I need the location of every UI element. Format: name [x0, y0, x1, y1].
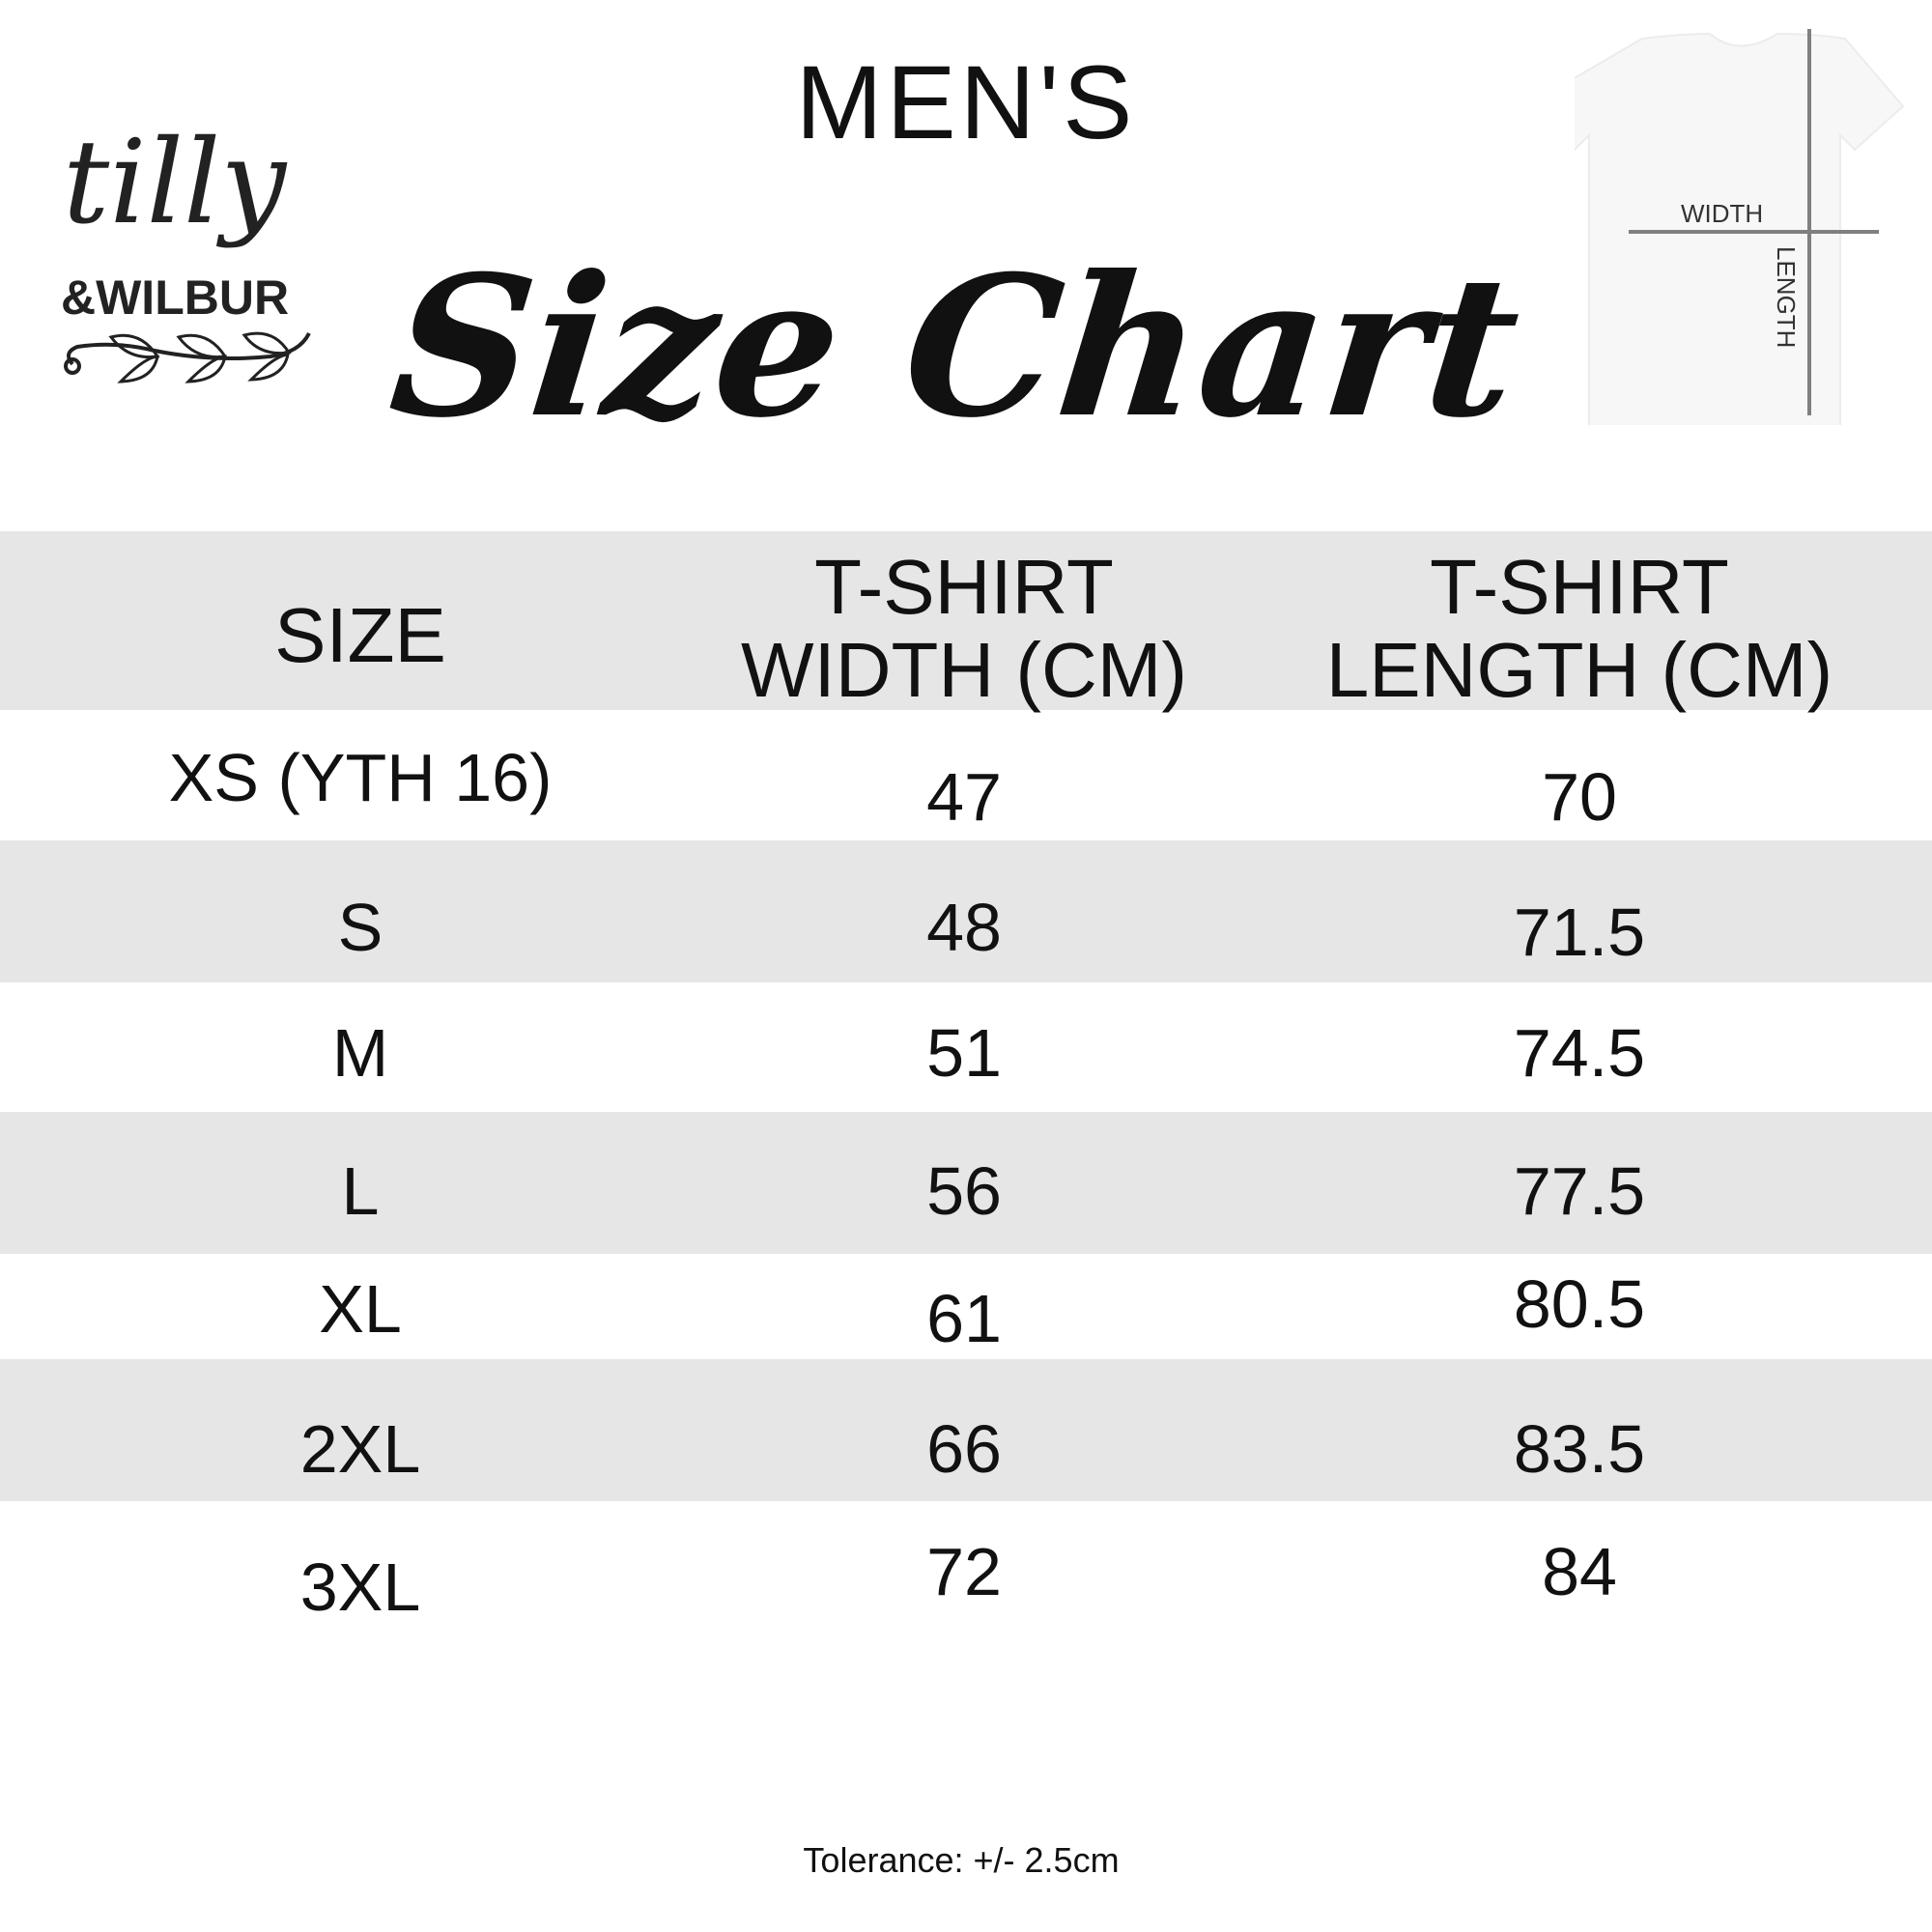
tshirt-measurement-diagram: WIDTH LENGTH	[1575, 29, 1905, 425]
length-label: LENGTH	[1772, 246, 1801, 348]
svg-text:&WILBUR: &WILBUR	[61, 270, 289, 325]
tilly-wilbur-logo: tilly &WILBUR	[61, 116, 311, 384]
cell-width: 48	[926, 890, 1002, 965]
column-header-length: T-SHIRT LENGTH (CM)	[1326, 546, 1833, 712]
tolerance-note: Tolerance: +/- 2.5cm	[803, 1840, 1120, 1880]
cell-width: 72	[926, 1534, 1002, 1609]
cell-size: L	[341, 1153, 380, 1229]
page-title: Size Chart	[381, 234, 1529, 461]
table-header-band	[0, 531, 1932, 710]
subtitle: MEN'S	[795, 43, 1137, 160]
cell-length: 71.5	[1513, 895, 1646, 970]
width-label: WIDTH	[1681, 199, 1763, 228]
cell-width: 66	[926, 1411, 1002, 1487]
cell-length: 80.5	[1513, 1266, 1646, 1342]
cell-length: 77.5	[1513, 1153, 1646, 1229]
cell-size: XS (YTH 16)	[168, 740, 553, 815]
cell-size: M	[331, 1015, 389, 1091]
page-title-container: Size Chart	[367, 234, 1565, 473]
row-band	[0, 840, 1932, 982]
cell-size: 2XL	[299, 1411, 421, 1487]
row-band	[0, 1359, 1932, 1501]
cell-length: 83.5	[1513, 1411, 1646, 1487]
column-header-size: SIZE	[274, 592, 446, 678]
cell-size: 3XL	[299, 1549, 421, 1625]
column-header-width: T-SHIRT WIDTH (CM)	[741, 546, 1187, 712]
cell-size: S	[337, 890, 384, 965]
cell-width: 56	[926, 1153, 1002, 1229]
cell-width: 51	[926, 1015, 1002, 1091]
header-line: WIDTH (CM)	[740, 627, 1188, 713]
cell-length: 70	[1542, 759, 1617, 835]
cell-width: 47	[926, 759, 1002, 835]
header-line: LENGTH (CM)	[1325, 627, 1833, 713]
row-band	[0, 1112, 1932, 1254]
cell-width: 61	[926, 1281, 1002, 1356]
header-line: T-SHIRT	[1430, 544, 1729, 630]
cell-size: XL	[319, 1271, 402, 1347]
cell-length: 74.5	[1513, 1015, 1646, 1091]
svg-text:tilly: tilly	[63, 116, 288, 250]
tshirt-shape	[1575, 32, 1905, 425]
header-line: T-SHIRT	[814, 544, 1114, 630]
cell-length: 84	[1542, 1534, 1617, 1609]
